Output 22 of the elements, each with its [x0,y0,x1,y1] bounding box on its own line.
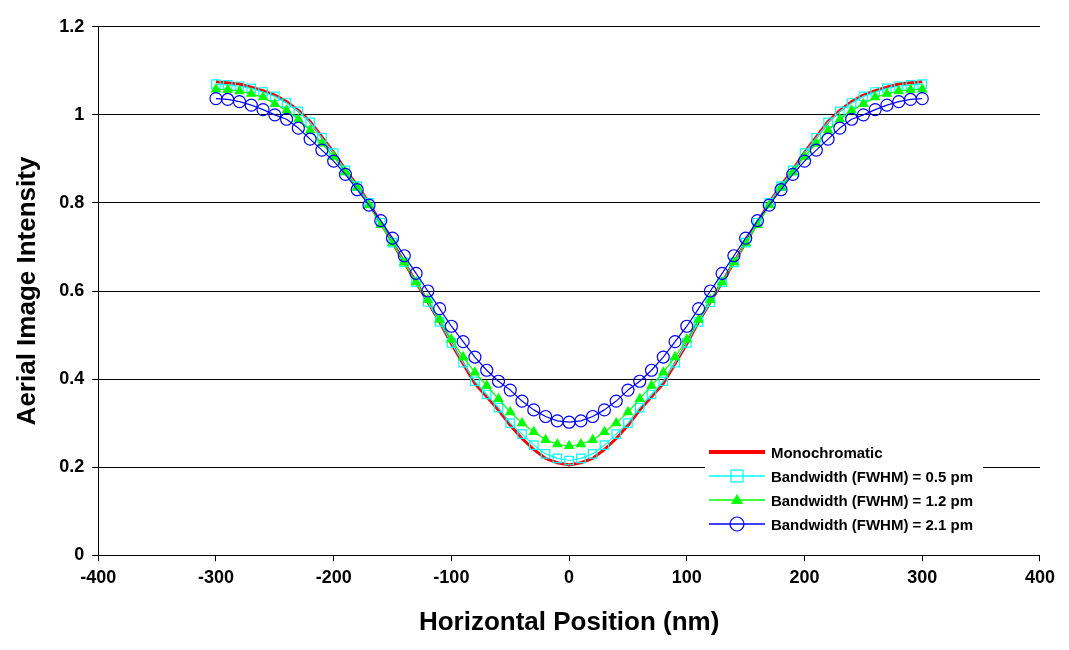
y-tick-label: 0.6 [59,279,85,300]
y-tick-label: 0.8 [59,191,85,212]
y-tick-label: 0 [74,544,85,565]
x-tick-label: 200 [789,566,820,587]
x-tick-label: -300 [197,566,234,587]
x-tick-label: 400 [1024,566,1056,587]
y-tick-label: 1 [74,103,85,124]
y-tick-label: 1.2 [59,15,85,36]
legend-label: Monochromatic [770,443,883,461]
legend-label: Bandwidth (FWHM) = 2.1 pm [770,515,973,533]
y-tick-label: 0.4 [59,368,85,389]
x-tick-label: 100 [671,566,702,587]
x-axis-title: Horizontal Position (nm) [418,605,720,636]
legend-label: Bandwidth (FWHM) = 1.2 pm [770,491,973,509]
x-tick-label: 300 [907,566,938,587]
x-tick-label: -100 [433,566,470,587]
x-tick-label: -200 [315,566,352,587]
x-tick-label: 0 [564,566,575,587]
y-tick-label: 0.2 [59,456,85,477]
y-axis-title: Aerial Image Intensity [10,156,41,426]
x-tick-label: -400 [80,566,117,587]
legend-label: Bandwidth (FWHM) = 0.5 pm [770,467,973,485]
